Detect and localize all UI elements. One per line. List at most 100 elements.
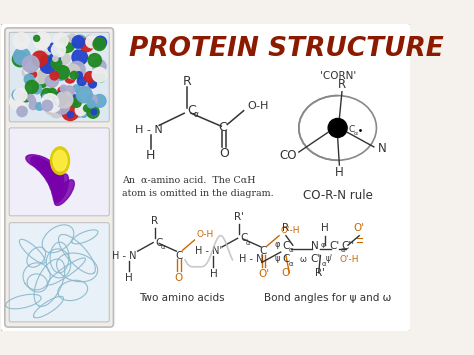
Text: CO: CO xyxy=(279,149,296,162)
Circle shape xyxy=(16,101,25,110)
Text: R: R xyxy=(182,75,191,88)
Circle shape xyxy=(22,66,36,79)
FancyBboxPatch shape xyxy=(9,128,109,216)
Circle shape xyxy=(29,97,36,103)
Circle shape xyxy=(24,61,39,76)
Circle shape xyxy=(27,64,43,81)
Circle shape xyxy=(58,87,64,94)
Text: α: α xyxy=(289,261,293,267)
Ellipse shape xyxy=(26,155,55,170)
Circle shape xyxy=(91,109,97,115)
Circle shape xyxy=(89,80,96,88)
Circle shape xyxy=(87,100,95,108)
Text: C: C xyxy=(240,233,247,243)
Text: O'-H: O'-H xyxy=(281,226,300,235)
Ellipse shape xyxy=(53,174,69,203)
Circle shape xyxy=(86,94,97,105)
Text: H - N: H - N xyxy=(135,125,163,135)
Text: Two amino acids: Two amino acids xyxy=(139,294,225,304)
Text: R': R' xyxy=(315,268,325,278)
Circle shape xyxy=(82,41,91,50)
Circle shape xyxy=(24,74,34,84)
Circle shape xyxy=(67,38,77,48)
Circle shape xyxy=(68,38,78,48)
Circle shape xyxy=(83,94,88,99)
Circle shape xyxy=(42,94,59,111)
Circle shape xyxy=(32,78,39,86)
Text: α: α xyxy=(289,247,293,253)
Circle shape xyxy=(40,58,56,73)
Circle shape xyxy=(43,83,56,96)
Text: PROTEIN STRUCTURE: PROTEIN STRUCTURE xyxy=(129,36,444,62)
Circle shape xyxy=(87,90,93,96)
Circle shape xyxy=(54,85,65,97)
Circle shape xyxy=(34,36,40,41)
Text: C': C' xyxy=(310,255,320,264)
Circle shape xyxy=(46,61,53,69)
Circle shape xyxy=(41,88,53,100)
Circle shape xyxy=(13,33,30,49)
Circle shape xyxy=(48,43,57,53)
Circle shape xyxy=(59,37,75,53)
Text: α: α xyxy=(161,244,165,250)
Ellipse shape xyxy=(53,150,67,171)
Ellipse shape xyxy=(36,159,58,183)
FancyBboxPatch shape xyxy=(9,32,109,122)
Text: H: H xyxy=(125,273,133,283)
Circle shape xyxy=(53,56,58,61)
Circle shape xyxy=(42,100,53,111)
Circle shape xyxy=(27,94,34,101)
Circle shape xyxy=(29,101,37,110)
Circle shape xyxy=(35,51,51,67)
Text: C': C' xyxy=(329,241,339,251)
Text: R': R' xyxy=(234,212,245,222)
Text: α: α xyxy=(322,261,327,267)
Circle shape xyxy=(39,55,46,61)
Text: φ': φ' xyxy=(320,242,327,248)
Circle shape xyxy=(86,35,94,43)
Circle shape xyxy=(87,79,96,88)
Circle shape xyxy=(76,87,92,103)
Circle shape xyxy=(59,93,76,110)
Text: CO-R-N rule: CO-R-N rule xyxy=(303,189,373,202)
Circle shape xyxy=(53,92,67,106)
Text: O: O xyxy=(219,147,229,160)
Circle shape xyxy=(60,85,67,92)
Circle shape xyxy=(67,94,78,106)
Text: C: C xyxy=(260,246,267,256)
Circle shape xyxy=(53,66,68,81)
Circle shape xyxy=(14,88,27,102)
Circle shape xyxy=(67,111,73,118)
Circle shape xyxy=(87,106,99,118)
FancyBboxPatch shape xyxy=(9,223,109,322)
Text: H: H xyxy=(335,166,344,179)
Circle shape xyxy=(9,94,26,110)
Text: α: α xyxy=(354,131,358,136)
Circle shape xyxy=(12,52,27,67)
Circle shape xyxy=(30,71,36,78)
Text: O'-H: O'-H xyxy=(339,256,359,264)
Ellipse shape xyxy=(42,162,59,189)
Circle shape xyxy=(75,105,86,116)
Text: O-H: O-H xyxy=(247,100,268,110)
Circle shape xyxy=(68,34,76,42)
FancyBboxPatch shape xyxy=(5,28,113,327)
Circle shape xyxy=(77,77,86,86)
Circle shape xyxy=(96,73,105,82)
Text: 'CORN': 'CORN' xyxy=(319,71,356,81)
Text: H - N: H - N xyxy=(239,255,264,264)
Circle shape xyxy=(79,109,88,117)
Circle shape xyxy=(70,71,78,79)
Circle shape xyxy=(72,98,81,107)
Circle shape xyxy=(33,70,46,83)
Circle shape xyxy=(88,54,101,67)
Ellipse shape xyxy=(51,169,64,199)
Circle shape xyxy=(93,94,106,107)
Circle shape xyxy=(72,49,87,65)
Circle shape xyxy=(42,94,47,100)
Circle shape xyxy=(69,61,85,77)
Circle shape xyxy=(68,105,82,118)
Circle shape xyxy=(92,67,107,82)
Circle shape xyxy=(18,93,28,103)
Ellipse shape xyxy=(31,157,56,177)
